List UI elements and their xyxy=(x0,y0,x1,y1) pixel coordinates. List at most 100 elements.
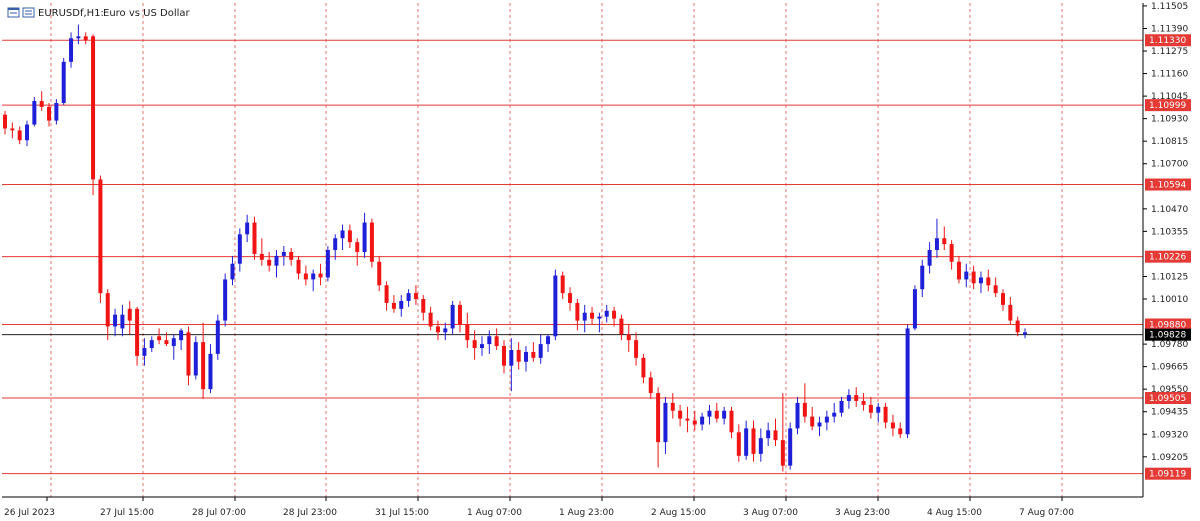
candle xyxy=(113,308,118,337)
candle-body xyxy=(362,222,367,252)
line-price-tag-text: 1.09119 xyxy=(1149,470,1186,480)
candle-body xyxy=(524,351,529,362)
candle-body xyxy=(766,430,771,439)
x-tick-label: 1 Aug 23:00 xyxy=(559,508,614,518)
candle xyxy=(98,175,103,303)
y-tick-label: 1.11275 xyxy=(1151,47,1188,57)
candle-body xyxy=(54,102,59,121)
candle xyxy=(729,406,734,439)
candle-body xyxy=(868,404,873,413)
x-tick-label: 26 Jul 2023 xyxy=(4,508,55,518)
line-price-tag-text: 1.11330 xyxy=(1149,36,1186,46)
candle-body xyxy=(347,230,352,243)
candle-body xyxy=(568,293,573,303)
candle-body xyxy=(890,422,895,429)
properties-icon[interactable] xyxy=(22,7,35,18)
x-tick-label: 31 Jul 15:00 xyxy=(375,508,429,518)
candle-body xyxy=(435,326,440,333)
candle-body xyxy=(164,340,169,345)
candle-body xyxy=(590,312,595,319)
candle-body xyxy=(861,400,866,405)
candle xyxy=(142,338,147,366)
candle xyxy=(428,306,433,331)
candle xyxy=(714,402,719,423)
line-price-tag-text: 1.09880 xyxy=(1149,320,1186,330)
candle-body xyxy=(127,308,132,321)
candle xyxy=(421,295,426,321)
candle-body xyxy=(230,263,235,280)
chart-header: EURUSDf,H1: Euro vs US Dollar xyxy=(7,7,191,19)
candle xyxy=(722,406,727,425)
candle xyxy=(303,265,308,286)
y-tick-label: 1.09550 xyxy=(1151,385,1188,395)
x-tick-label: 28 Jul 07:00 xyxy=(192,508,246,518)
candle-body xyxy=(824,416,829,423)
candle xyxy=(318,263,323,286)
candle-body xyxy=(208,353,213,390)
candle-body xyxy=(604,310,609,317)
candle xyxy=(296,255,301,280)
candle-body xyxy=(318,273,323,278)
line-price-tag-text: 1.10594 xyxy=(1149,181,1186,191)
candle xyxy=(854,387,859,407)
line-price-labels: 1.11330 1.10999 1.10594 1.10226 1.09880 1.095… xyxy=(1145,34,1191,480)
candle-body xyxy=(1023,332,1027,335)
candle xyxy=(575,299,580,331)
candle-body xyxy=(575,302,580,321)
candles xyxy=(3,24,1027,472)
candle-body xyxy=(83,36,88,41)
candle xyxy=(333,234,338,260)
candle-body xyxy=(259,253,264,260)
candle xyxy=(127,300,132,335)
candle-body xyxy=(457,304,462,325)
x-tick-label: 7 Aug 07:00 xyxy=(1019,508,1074,518)
candle-body xyxy=(729,410,734,433)
candle xyxy=(355,238,360,266)
candle xyxy=(223,273,228,327)
candle-body xyxy=(47,106,52,121)
candle-body xyxy=(964,271,969,280)
candle xyxy=(54,99,59,125)
candle-body xyxy=(377,261,382,286)
y-tick-label: 1.09665 xyxy=(1151,363,1188,373)
candle xyxy=(47,102,52,127)
candle-body xyxy=(201,342,206,390)
candle xyxy=(978,271,983,294)
candle xyxy=(17,126,22,145)
x-tick-label: 27 Jul 15:00 xyxy=(100,508,154,518)
candle-body xyxy=(120,314,125,329)
candle-body xyxy=(582,312,587,321)
y-tick-label: 1.10930 xyxy=(1151,115,1188,125)
candle xyxy=(802,383,807,423)
candle xyxy=(472,330,477,360)
line-price-tag xyxy=(1145,178,1191,191)
candle xyxy=(736,424,741,462)
candle xyxy=(553,269,558,341)
candle-body xyxy=(340,230,345,239)
candle xyxy=(648,371,653,399)
candle xyxy=(391,295,396,313)
price-scale[interactable]: 1.115051.113901.112751.111601.110451.109… xyxy=(1143,2,1188,463)
candle-body xyxy=(406,293,411,301)
candle xyxy=(604,304,609,323)
horizontal-lines[interactable] xyxy=(2,39,1143,475)
y-tick-label: 1.11160 xyxy=(1151,70,1188,80)
candle-body xyxy=(560,275,565,294)
candle xyxy=(685,406,690,433)
candle-body xyxy=(898,428,903,435)
candle-body xyxy=(802,402,807,417)
candle xyxy=(656,387,661,468)
candle xyxy=(413,285,418,305)
candle xyxy=(788,422,793,470)
candle xyxy=(369,218,374,268)
candle xyxy=(164,332,169,347)
candle-body xyxy=(10,128,15,131)
candle xyxy=(1023,328,1027,339)
time-scale[interactable]: 26 Jul 2023 27 Jul 15:00 28 Jul 07:00 28 Ju… xyxy=(4,497,1074,518)
candle xyxy=(325,246,330,282)
axes xyxy=(2,3,1144,498)
y-tick-label: 1.11045 xyxy=(1151,92,1188,102)
candle-body xyxy=(956,261,961,280)
